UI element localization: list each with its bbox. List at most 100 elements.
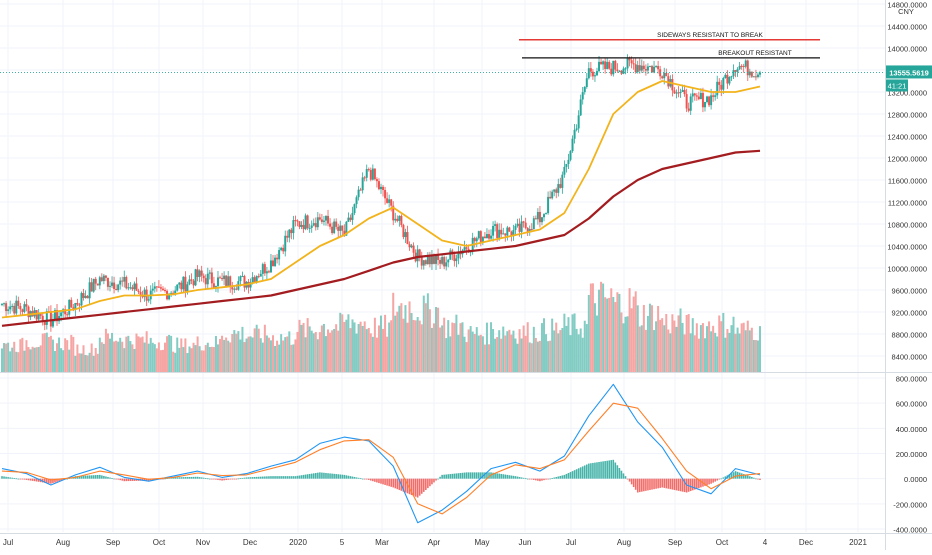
candle-body [64,309,67,315]
candle-body [151,288,154,291]
osc-histogram-bar [347,475,350,479]
volume-bar [630,308,633,372]
candle-body [129,287,132,289]
volume-bar [345,319,348,372]
osc-histogram-bar [123,478,126,482]
volume-bar [655,321,658,372]
candle-body [532,218,535,230]
candle-body [53,309,56,320]
candle-body [457,251,460,259]
candle-body [210,272,213,284]
candle-body [269,260,272,273]
osc-histogram-bar [345,475,348,479]
candle-body [137,290,140,292]
volume-bar [263,324,266,372]
osc-histogram-bar [520,477,523,479]
volume-bar [502,326,505,372]
volume-bar [485,322,488,372]
osc-histogram-bar [691,478,694,491]
annotations: SIDEWAYS RESISTANT TO BREAK BREAKOUT RESI… [0,32,885,73]
osc-histogram-bar [180,477,183,479]
osc-histogram-bar [677,478,680,491]
osc-histogram-bar [425,478,427,490]
volume-bar [679,308,682,372]
candle-body [559,184,562,188]
volume-bar [286,336,289,372]
candle-body [51,319,54,327]
candle-body [229,276,232,288]
candle-body [261,264,264,274]
volume-bar [49,335,52,372]
osc-histogram-bar [294,476,297,479]
volume-bar [659,319,662,372]
osc-histogram-bar [630,478,633,485]
time-tick-label: Oct [153,538,166,547]
candle-body [388,199,391,203]
osc-fast-line [1,383,761,524]
volume-bar [302,322,305,372]
volume-bar [333,328,336,372]
volume-bar [135,333,138,372]
last-price-label: 13555.5619 [889,68,929,77]
osc-histogram-bar [349,476,352,479]
volume-bar [369,333,372,372]
volume-bar [508,329,511,372]
volume-bar [282,340,285,372]
volume-bar [339,312,342,372]
osc-histogram-bar [402,478,405,492]
candle-body [528,229,531,233]
volume-bar [632,296,635,372]
candle-body [703,102,706,108]
candle-body [571,138,574,152]
osc-histogram-bar [302,474,305,479]
osc-histogram-bar [396,478,399,490]
volume-bar [192,342,195,372]
time-tick-label: May [474,538,489,547]
osc-histogram-bar [516,476,519,479]
osc-histogram-bar [616,465,619,479]
osc-histogram-bar [223,478,225,481]
volume-bar [139,337,142,372]
volume-bar [759,326,761,372]
volume-bar [681,322,684,372]
candle-body [294,220,297,222]
candle-body [648,66,651,68]
osc-histogram-bar [728,474,731,479]
candle-body [380,186,382,190]
volume-bar [56,343,59,372]
volume-bar [589,283,592,372]
candle-body [13,305,16,314]
candle-body [373,168,376,180]
candle-body [90,282,93,292]
volume-bar [17,352,20,372]
osc-histogram-bar [730,473,733,479]
volume-bar [459,323,462,372]
candle-body [449,250,452,260]
volume-bar [188,346,191,372]
volume-bar [320,325,323,372]
volume-bar [712,325,715,372]
volume-bar [365,329,368,372]
candle-body [88,282,91,299]
osc-histogram-bar [229,478,232,480]
osc-histogram-bar [465,472,468,479]
volume-bar [359,321,362,372]
volume-bar [616,292,619,372]
volume-bar [514,338,517,372]
osc-histogram-bar [496,473,498,479]
volume-bar [465,342,468,372]
osc-histogram-bar [270,476,272,479]
osc-histogram-bar [526,478,529,480]
volume-bar [178,347,181,372]
volume-bar [730,325,733,372]
candle-body [164,289,167,291]
candle-body [353,204,356,214]
candle-body [384,190,387,199]
volume-bar [31,346,34,372]
osc-histogram-bar [94,475,97,479]
osc-histogram-bar [700,478,702,488]
candle-body [437,254,440,260]
osc-histogram-bar [561,475,564,479]
volume-bar [437,307,440,372]
